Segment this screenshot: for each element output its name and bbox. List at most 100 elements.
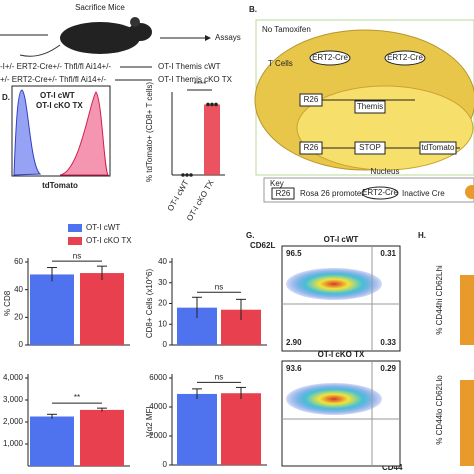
bar: [177, 393, 217, 465]
y-tick-label: 40: [14, 285, 23, 294]
quadrant-value: 0.31: [380, 249, 396, 258]
y-tick-label: 2,000: [3, 417, 24, 426]
gene-label: Themis: [357, 102, 383, 111]
quadrant-value: 0.29: [380, 364, 396, 373]
legend-swatch: [68, 224, 82, 232]
gene-box: [354, 141, 386, 155]
nucleus-label: Nucleus: [371, 167, 400, 176]
significance: ****: [194, 80, 206, 89]
y-tick-label: 10: [158, 319, 167, 328]
quadrant-value: 0.33: [380, 338, 396, 347]
y-tick-label: 0: [19, 340, 24, 349]
bar: [30, 416, 74, 466]
y-axis-label: CD8+ Cells (x10^6): [145, 269, 154, 339]
x-axis-label: CD44: [382, 463, 403, 472]
density: [286, 268, 382, 300]
mouse-ear: [130, 17, 140, 27]
y-tick-label: 40: [158, 257, 167, 266]
bar: [80, 273, 124, 345]
gene-label: R26: [304, 95, 319, 104]
genotype: +/- ERT2-Cre+/- Thfl/fl Ai14+/-: [0, 75, 107, 84]
data-point: [206, 102, 210, 107]
nucleus: [296, 85, 474, 171]
cre-label: ERT2-Cre: [387, 53, 423, 62]
key-symbol-label: R26: [276, 189, 291, 198]
y-tick-label: 3,000: [3, 395, 24, 404]
legend-swatch: [68, 237, 82, 245]
bar: [80, 409, 124, 466]
key-title: Key: [270, 179, 284, 188]
y-tick-label: 6000: [149, 373, 167, 382]
key-frame: [263, 177, 474, 203]
key-symbol: [361, 186, 399, 200]
y-axis-label: Vα2 MFI: [145, 406, 154, 436]
group: OT-I Themis cWT: [158, 62, 221, 71]
quadrant-value: 93.6: [286, 364, 302, 373]
legend-label: OT-I cKO TX: [86, 236, 132, 245]
gene-box: [354, 100, 386, 114]
cre-symbol: [384, 50, 426, 66]
group: OT-I Themis cKO TX: [158, 75, 233, 84]
bar-partial: [460, 380, 474, 466]
y-tick-label: 4000: [149, 402, 167, 411]
legend-label: OT-I cWT: [86, 223, 120, 232]
gene-box: [299, 141, 323, 155]
gene-label: R26: [304, 143, 319, 152]
genotype: -I+/- ERT2-Cre+/- Thfl/fl Ai14+/-: [0, 62, 111, 71]
histogram-curve: [59, 91, 110, 176]
panel-label: B.: [249, 5, 257, 14]
y-tick-label: 4,000: [3, 373, 24, 382]
assay-label: Assays: [215, 33, 241, 42]
arrowhead: [205, 35, 211, 41]
mouse-tail: [19, 44, 61, 57]
y-axis-label: CD62L: [250, 241, 275, 250]
panel-label: G.: [246, 231, 254, 240]
y-tick-label: 2000: [149, 431, 167, 440]
mouse-body: [60, 22, 140, 54]
bar: [30, 274, 74, 345]
y-axis-label: % CD8: [3, 290, 12, 316]
quadrant-value: 96.5: [286, 249, 302, 258]
histogram-frame: [11, 85, 111, 177]
data-point: [210, 102, 214, 107]
density: [286, 383, 382, 415]
key-symbol: [271, 187, 295, 200]
significance: **: [74, 393, 80, 402]
quadrant-value: 2.90: [286, 338, 302, 347]
y-tick-label: 60: [14, 257, 23, 266]
cell-label: T Cells: [268, 59, 293, 68]
data-point: [181, 173, 185, 177]
y-tick-label: 0: [163, 340, 168, 349]
bar: [204, 104, 220, 175]
plot-frame: [281, 360, 401, 467]
y-tick-label: 30: [158, 278, 167, 287]
significance: ns: [215, 373, 223, 382]
y-tick-label: 0: [163, 460, 168, 469]
step-label: Sacrifice Mice: [75, 3, 125, 12]
data-point: [214, 102, 218, 107]
gene-label: STOP: [359, 143, 381, 152]
legend-label: OT-I cWT: [40, 91, 75, 100]
key-meaning: Inactive Cre: [402, 189, 445, 198]
legend-label: OT-I cKO TX: [36, 101, 83, 110]
panel-label: H.: [418, 231, 426, 240]
data-point: [189, 173, 193, 177]
bar: [221, 393, 261, 465]
histogram-curve: [13, 89, 42, 176]
significance: ns: [215, 282, 223, 291]
data-point: [185, 173, 189, 177]
key-icon: [465, 185, 474, 199]
cre-symbol: [309, 50, 351, 66]
condition: No Tamoxifen: [262, 25, 311, 34]
gene-box: [299, 93, 323, 107]
panel-label: D.: [2, 93, 10, 102]
x-axis-label: tdTomato: [42, 181, 78, 190]
y-tick-label: 1,000: [3, 439, 24, 448]
key-meaning: Rosa 26 promoter: [300, 189, 364, 198]
y-axis-label: % CD44lo CD62Llo: [435, 375, 444, 445]
gene-label: tdTomato: [422, 143, 455, 152]
plot-title: OT-I cWT: [324, 235, 359, 244]
mouse-head: [128, 23, 152, 41]
significance: ns: [73, 251, 81, 260]
